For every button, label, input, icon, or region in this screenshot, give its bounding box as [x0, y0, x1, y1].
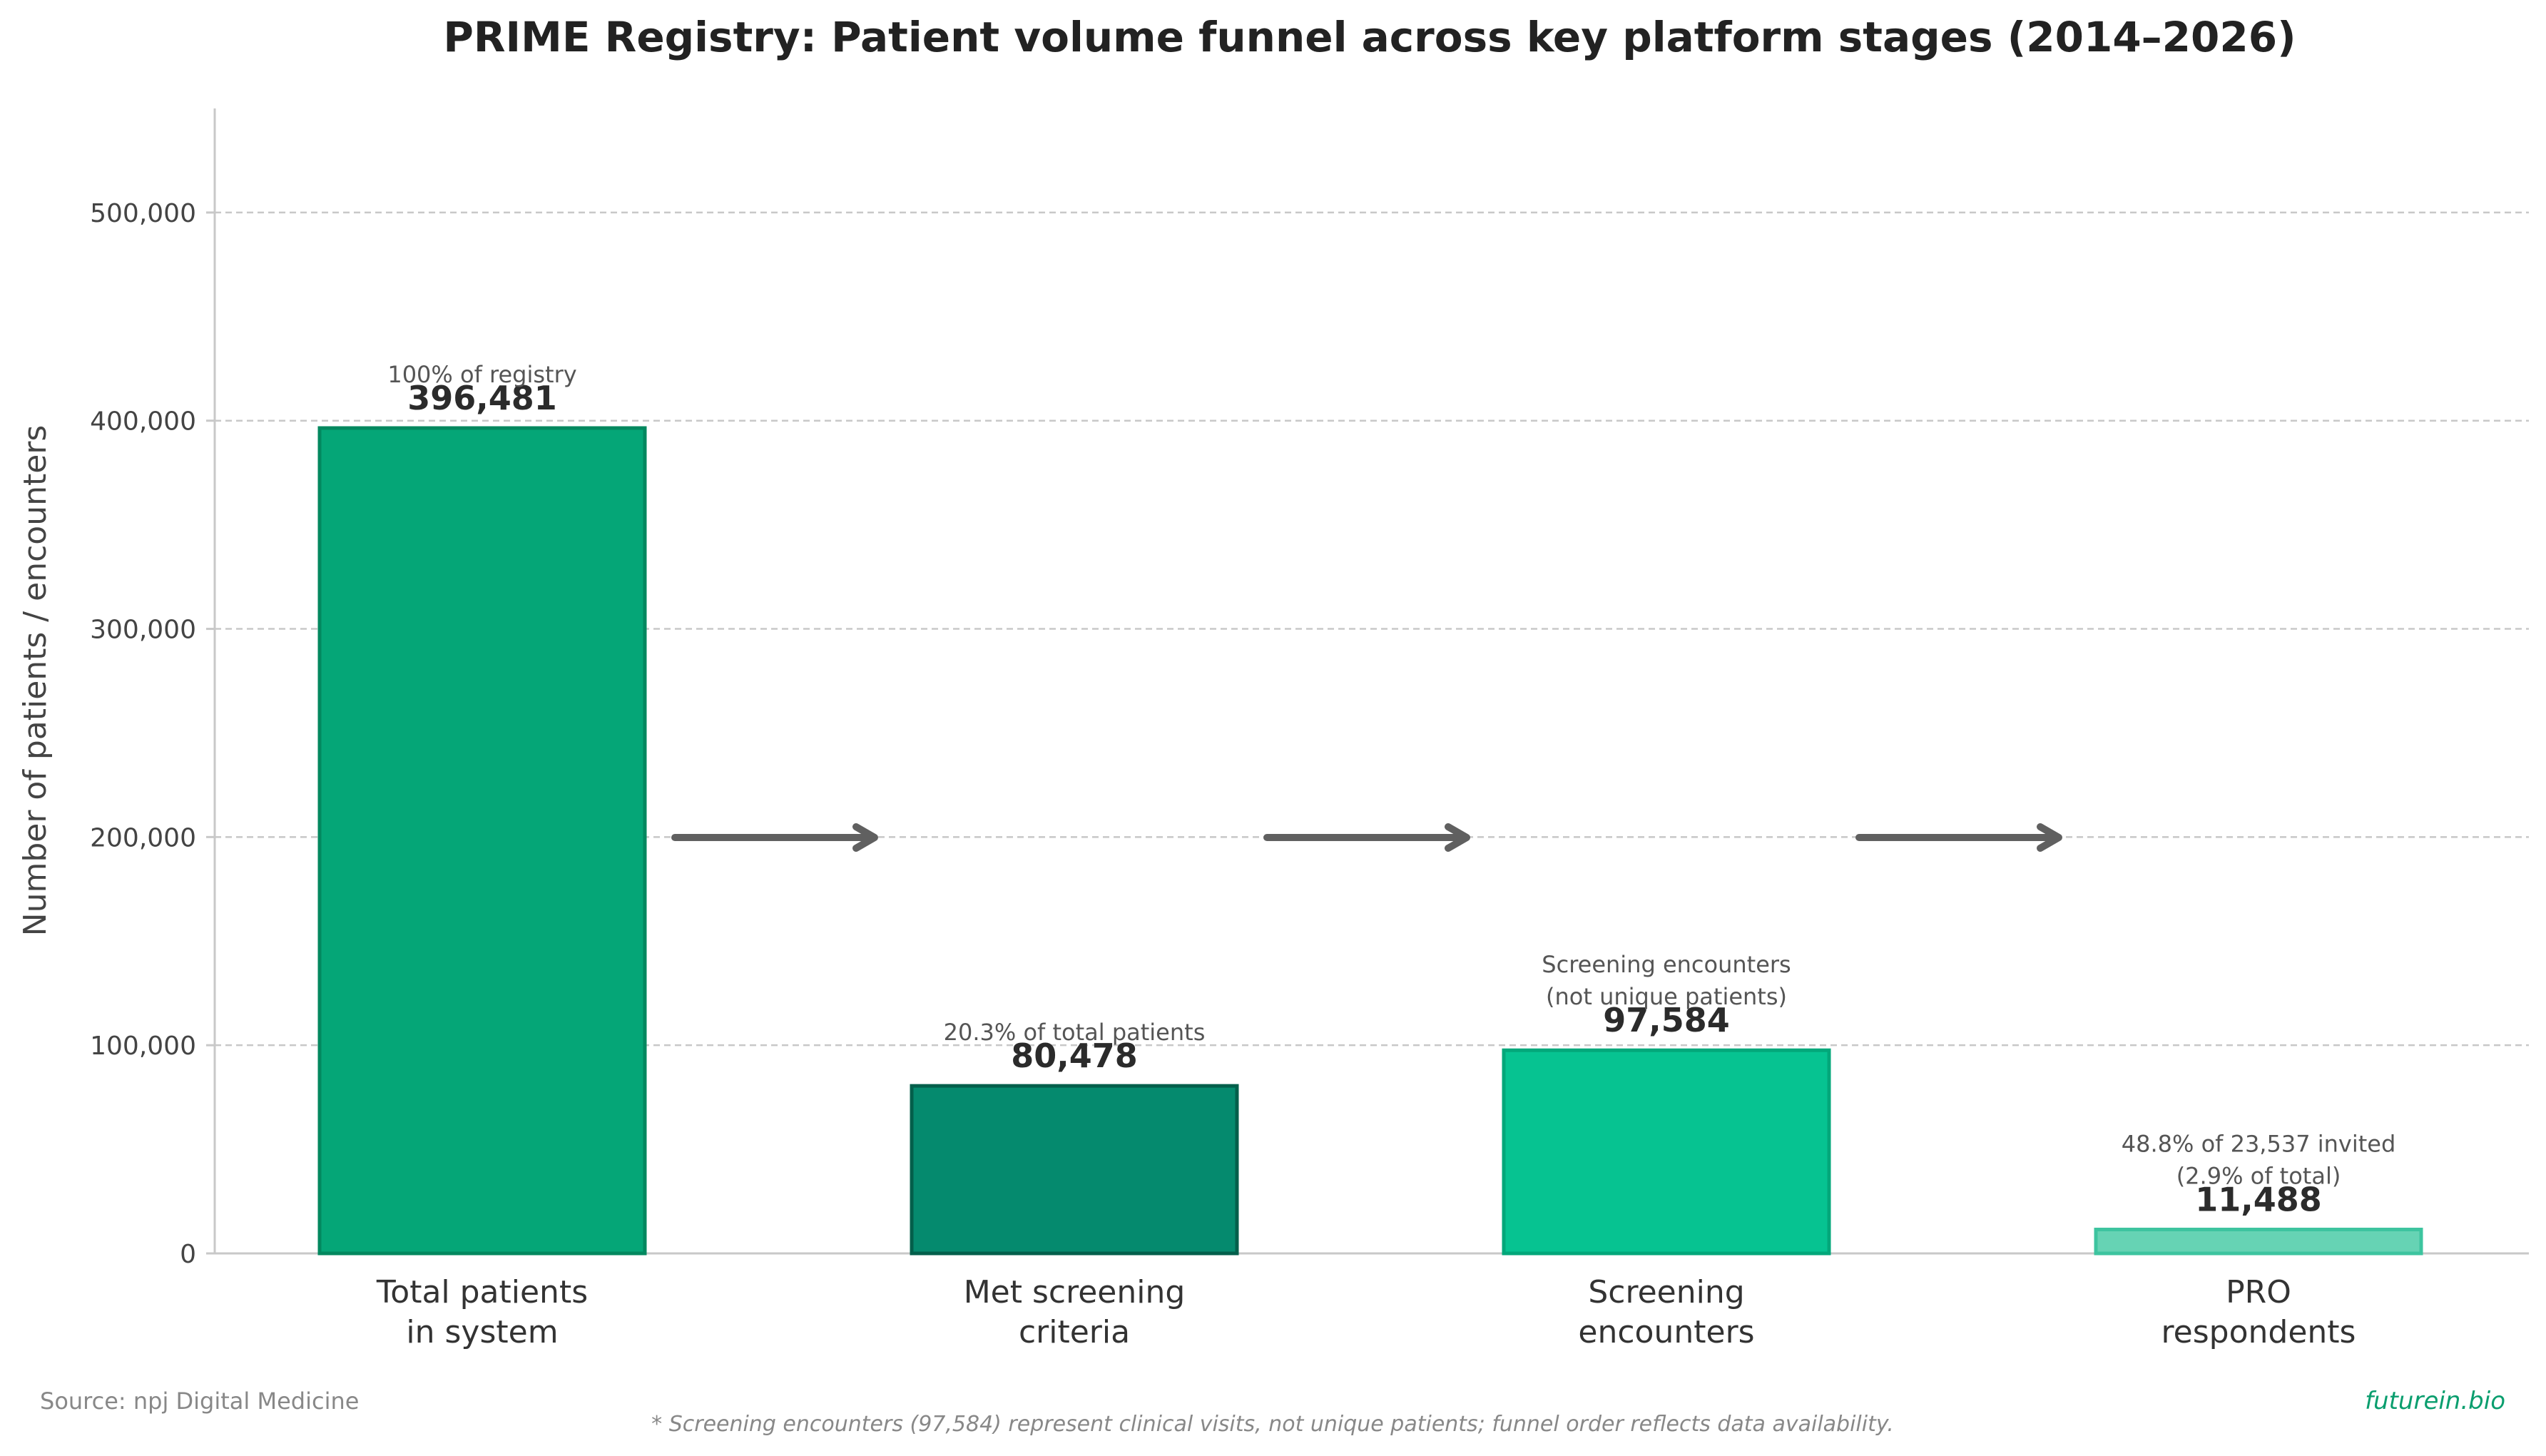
bar-value-label: 396,481 [407, 379, 557, 417]
category-label: Total patients [376, 1274, 588, 1310]
bar-value-label: 80,478 [1011, 1037, 1138, 1075]
bars [317, 426, 2423, 1256]
bar [1502, 1048, 1831, 1256]
bar-annotation: 100% of registry [387, 361, 576, 388]
bar [2094, 1227, 2423, 1256]
bar [910, 1084, 1239, 1256]
y-tick-label: 400,000 [90, 407, 196, 437]
y-tick-label: 300,000 [90, 616, 196, 645]
funnel-arrow-head [2037, 823, 2062, 852]
funnel-arrows [671, 823, 2062, 852]
y-tick-label: 200,000 [90, 823, 196, 852]
bar-annotation: 20.3% of total patients [944, 1019, 1206, 1046]
category-labels: Total patients in system Met screening crit… [376, 1274, 2356, 1350]
category-label: encounters [1578, 1314, 1754, 1350]
bar-annotation: (2.9% of total) [2176, 1162, 2341, 1189]
category-label: in system [406, 1314, 558, 1350]
y-tick-labels: 0 100,000 200,000 300,000 400,000 500,000 [90, 199, 215, 1269]
bar-value-label: 97,584 [1603, 1001, 1730, 1039]
category-label: respondents [2161, 1314, 2356, 1350]
y-tick-label: 500,000 [90, 199, 196, 228]
bar-value-label: 11,488 [2195, 1180, 2322, 1218]
category-label: Screening [1588, 1274, 1744, 1310]
source-note: Source: npj Digital Medicine [40, 1388, 359, 1415]
category-label: Met screening [964, 1274, 1186, 1310]
chart-title: PRIME Registry: Patient volume funnel ac… [443, 13, 2296, 61]
brand-watermark: futurein.bio [2365, 1387, 2505, 1415]
bar-annotation: 48.8% of 23,537 invited [2122, 1130, 2396, 1157]
funnel-arrow-head [1445, 823, 1470, 852]
y-axis-label: Number of patients / encounters [17, 425, 54, 937]
bar-annotation: (not unique patients) [1546, 983, 1787, 1010]
y-tick-label: 100,000 [90, 1032, 196, 1061]
category-label: criteria [1019, 1314, 1130, 1350]
category-label: PRO [2226, 1274, 2291, 1310]
y-tick-label: 0 [180, 1240, 196, 1269]
bar-annotation: Screening encounters [1542, 951, 1791, 978]
footnote: * Screening encounters (97,584) represen… [651, 1412, 1894, 1437]
bar [317, 426, 647, 1256]
funnel-arrow-head [852, 823, 878, 852]
